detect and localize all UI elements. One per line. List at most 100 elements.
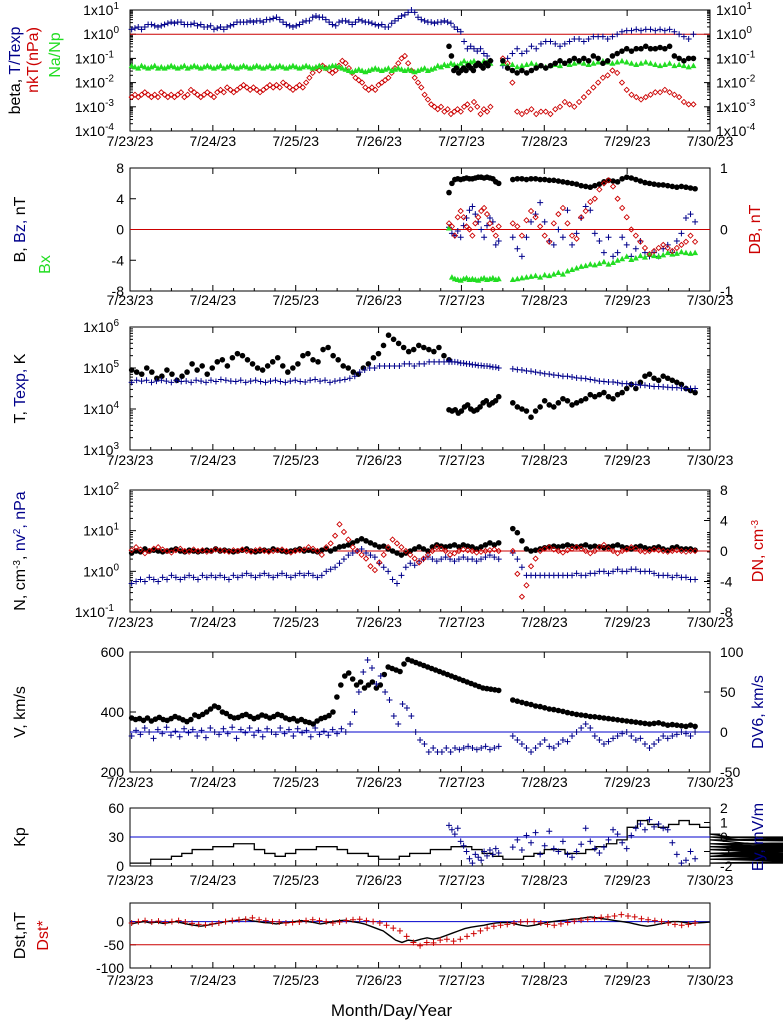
data-point — [477, 548, 485, 555]
x-tick-label: 7/26/23 — [355, 872, 402, 888]
x-tick-label: 7/30/23 — [687, 452, 734, 468]
data-point — [455, 556, 462, 563]
data-point — [207, 725, 214, 731]
y-tick-label: 1x10-3 — [75, 98, 115, 115]
data-point — [469, 745, 476, 751]
data-point — [523, 70, 530, 76]
data-point — [555, 544, 562, 550]
data-point — [186, 572, 193, 579]
data-point — [637, 238, 644, 245]
data-point — [168, 572, 175, 579]
data-point — [514, 108, 521, 115]
series-red-diamond — [445, 177, 699, 258]
data-point — [338, 725, 345, 732]
data-point — [355, 16, 362, 23]
data-point — [571, 918, 578, 925]
data-point — [628, 175, 635, 181]
data-point — [261, 570, 268, 577]
data-point — [356, 916, 363, 923]
data-point — [546, 544, 553, 551]
data-point — [141, 578, 148, 585]
data-point — [596, 238, 603, 245]
data-point — [279, 548, 285, 554]
x-tick-label: 7/25/23 — [272, 614, 319, 630]
data-point — [528, 60, 535, 66]
data-point — [345, 670, 352, 676]
data-point — [420, 546, 427, 552]
data-point — [504, 921, 511, 928]
data-point — [671, 91, 678, 98]
data-point — [478, 745, 485, 751]
data-point — [595, 55, 601, 62]
data-point — [451, 23, 458, 30]
data-point — [591, 570, 598, 577]
data-point — [566, 58, 573, 64]
data-point — [464, 933, 471, 940]
data-point — [610, 259, 617, 266]
data-point — [666, 89, 673, 96]
data-point — [338, 682, 344, 688]
data-point — [173, 546, 179, 552]
data-point — [408, 713, 415, 719]
axis-label-part: DV6, km/s — [750, 675, 767, 749]
data-point — [678, 248, 685, 255]
data-point — [472, 211, 479, 218]
data-point — [582, 375, 589, 382]
data-point — [642, 373, 648, 380]
data-point — [585, 61, 592, 67]
data-point — [299, 84, 306, 91]
y2-tick-label: -8 — [720, 604, 733, 620]
data-point — [470, 98, 478, 106]
data-point — [415, 559, 423, 566]
series-red-diamond — [128, 521, 699, 600]
series-black-dot — [446, 43, 697, 76]
data-point — [316, 62, 323, 69]
data-point — [676, 61, 683, 67]
data-point — [336, 560, 343, 567]
data-point — [448, 826, 455, 833]
data-point — [614, 59, 621, 65]
data-point — [685, 63, 692, 70]
data-point — [619, 48, 625, 54]
data-point — [692, 389, 698, 396]
data-point — [666, 60, 673, 66]
data-point — [587, 184, 594, 191]
data-point — [200, 91, 208, 98]
data-point — [307, 733, 314, 740]
data-point — [279, 570, 286, 577]
data-point — [571, 60, 578, 66]
data-point — [262, 917, 269, 924]
axis-label-part: Na/Np — [47, 32, 64, 77]
data-point — [692, 218, 699, 225]
data-point — [395, 721, 402, 727]
data-point — [410, 939, 417, 946]
series-blue-plus — [128, 657, 699, 755]
data-point — [358, 545, 365, 552]
data-point — [458, 408, 465, 414]
data-point — [431, 20, 438, 27]
data-point — [216, 731, 223, 738]
data-point — [646, 721, 653, 727]
data-point — [375, 81, 382, 89]
data-point — [591, 377, 598, 384]
data-point — [578, 725, 585, 731]
data-point — [378, 79, 385, 86]
data-point — [368, 665, 375, 671]
data-point — [242, 729, 249, 736]
data-point — [343, 917, 350, 924]
data-point — [146, 574, 153, 581]
data-point — [141, 725, 148, 731]
data-point — [163, 547, 171, 555]
data-point — [687, 211, 694, 218]
data-point — [478, 556, 485, 563]
data-point — [604, 913, 611, 920]
data-point — [141, 550, 149, 557]
data-point — [609, 60, 616, 66]
data-point — [207, 22, 214, 29]
data-point — [582, 712, 589, 719]
data-point — [225, 548, 233, 555]
data-point — [454, 825, 461, 832]
data-point — [208, 547, 215, 555]
y-tick-exponent: 5 — [113, 359, 119, 370]
data-point — [447, 543, 453, 549]
